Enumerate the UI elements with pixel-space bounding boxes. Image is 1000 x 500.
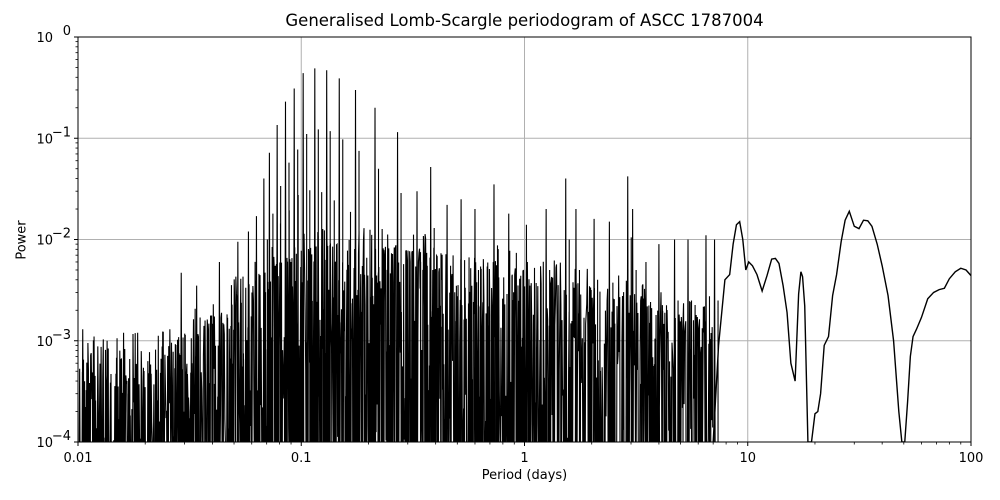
periodogram-line — [712, 209, 971, 442]
y-tick-exponent: −3 — [52, 328, 71, 343]
x-axis-label: Period (days) — [481, 468, 568, 483]
y-tick-exponent: 0 — [63, 24, 71, 39]
x-tick-label: 100 — [959, 451, 984, 466]
y-tick-label: 10 — [36, 436, 53, 451]
noise-series — [78, 68, 719, 442]
y-tick-exponent: −1 — [52, 125, 71, 140]
y-tick-label: 10 — [36, 31, 53, 46]
x-tick-label: 10 — [739, 451, 756, 466]
x-tick-label: 1 — [520, 451, 528, 466]
x-axis-ticks: 0.01 0.1 1 10 100 — [64, 442, 984, 466]
y-tick-label: 10 — [36, 132, 53, 147]
y-tick-label: 10 — [36, 234, 53, 249]
y-tick-label: 10 — [36, 335, 53, 350]
chart-title: Generalised Lomb-Scargle periodogram of … — [285, 11, 764, 30]
y-tick-exponent: −4 — [52, 429, 71, 444]
y-axis-ticks: 10−410−310−210−110 0 — [36, 24, 78, 451]
x-tick-label: 0.1 — [291, 451, 312, 466]
y-tick-exponent: −2 — [52, 227, 71, 242]
x-tick-label: 0.01 — [64, 451, 93, 466]
